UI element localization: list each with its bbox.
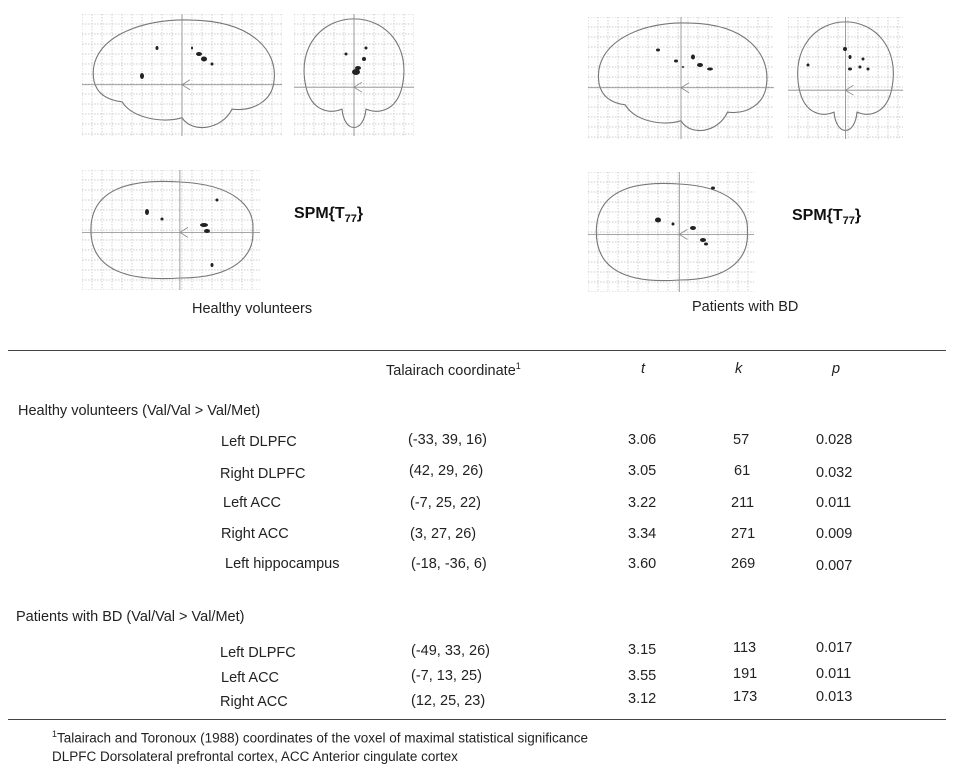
coord-cell: (-7, 25, 22) [410,495,481,511]
header-p: p [832,361,841,377]
t-cell: 3.06 [628,432,657,448]
p-cell: 0.032 [816,465,853,481]
activation-blobs [145,198,219,267]
table-top-rule [8,350,946,351]
header-t: t [641,361,646,377]
brain-outline [303,18,405,128]
k-cell: 61 [734,463,751,479]
crosshair-axes [82,170,260,290]
footnote-abbreviations: DLPFC Dorsolateral prefrontal cortex, AC… [52,749,458,764]
coord-cell: (42, 29, 26) [409,463,484,479]
activation-blobs [140,46,214,79]
coord-cell: (-49, 33, 26) [411,643,490,659]
k-cell: 269 [731,556,756,572]
t-cell: 3.60 [628,556,657,572]
p-cell: 0.011 [816,666,852,682]
crosshair-axes [82,14,282,136]
region-cell: Right ACC [220,694,288,710]
region-cell: Left DLPFC [220,645,296,661]
brain-outline [597,22,768,132]
crosshair-axes [788,17,903,139]
region-cell: Left ACC [221,670,280,686]
t-cell: 3.15 [628,642,657,658]
activation-blobs [344,46,368,75]
table-bottom-rule [8,719,946,720]
t-cell: 3.22 [628,495,657,511]
footnote-talairach: 1Talairach and Toronoux (1988) coordinat… [52,729,588,746]
spm-close: } [854,207,862,224]
brain-outline [797,21,894,131]
activation-blobs [806,47,870,71]
spm-text: SPM{T [792,207,843,224]
p-cell: 0.011 [816,495,852,511]
coord-cell: (-33, 39, 16) [408,432,487,448]
p-cell: 0.028 [816,432,853,448]
crosshair-axes [588,172,754,292]
coord-cell: (3, 27, 26) [410,526,477,542]
footnote-sup: 1 [52,729,58,739]
t-cell: 3.34 [628,526,657,542]
activation-blobs [655,186,715,246]
k-cell: 211 [731,495,755,511]
glass-brain-coronal-healthy [294,14,414,136]
region-cell: Left hippocampus [225,556,340,572]
caption-healthy-volunteers: Healthy volunteers [192,301,313,317]
glass-brain-coronal-bd [788,17,903,139]
k-cell: 191 [733,666,758,682]
p-cell: 0.007 [816,558,853,574]
region-cell: Right ACC [221,526,289,542]
coord-cell: (-18, -36, 6) [411,556,487,572]
crosshair-axes [588,17,774,139]
header-talairach-coordinate: Talairach coordinate1 [386,361,521,379]
activation-blobs [656,48,713,71]
p-cell: 0.017 [816,640,853,656]
caption-patients-bd: Patients with BD [692,299,799,315]
spm-df: 77 [344,213,357,226]
glass-brain-sagittal-bd [588,17,774,139]
spm-df: 77 [842,215,855,228]
glass-brain-axial-healthy [82,170,260,290]
region-cell: Right DLPFC [220,466,306,482]
k-cell: 57 [733,432,750,448]
spm-close: } [356,205,364,222]
footnote-text: Talairach and Toronoux (1988) coordinate… [57,730,589,746]
brain-outline [90,180,254,280]
crosshair-axes [294,14,414,136]
k-cell: 271 [731,526,756,542]
spm-label-healthy: SPM{T77} [294,205,363,225]
grid-lines [82,170,260,290]
spm-text: SPM{T [294,205,345,222]
brain-outline [92,19,275,129]
glass-brain-sagittal-healthy [82,14,282,136]
p-cell: 0.009 [816,526,853,542]
k-cell: 113 [733,640,757,656]
grid-lines [588,172,754,292]
t-cell: 3.12 [628,691,657,707]
section-title-bd: Patients with BD (Val/Val > Val/Met) [16,609,245,625]
header-coord-text: Talairach coordinate [386,362,516,379]
coord-cell: (-7, 13, 25) [411,668,482,684]
k-cell: 173 [733,689,758,705]
spm-label-bd: SPM{T77} [792,207,861,227]
region-cell: Left ACC [223,495,282,511]
region-cell: Left DLPFC [221,434,297,450]
header-coord-sup: 1 [515,361,521,371]
coord-cell: (12, 25, 23) [411,693,486,709]
p-cell: 0.013 [816,689,853,705]
brain-outline [595,182,748,282]
glass-brain-axial-bd [588,172,754,292]
t-cell: 3.55 [628,668,657,684]
t-cell: 3.05 [628,463,657,479]
section-title-healthy: Healthy volunteers (Val/Val > Val/Met) [18,403,261,419]
header-k: k [735,361,743,377]
